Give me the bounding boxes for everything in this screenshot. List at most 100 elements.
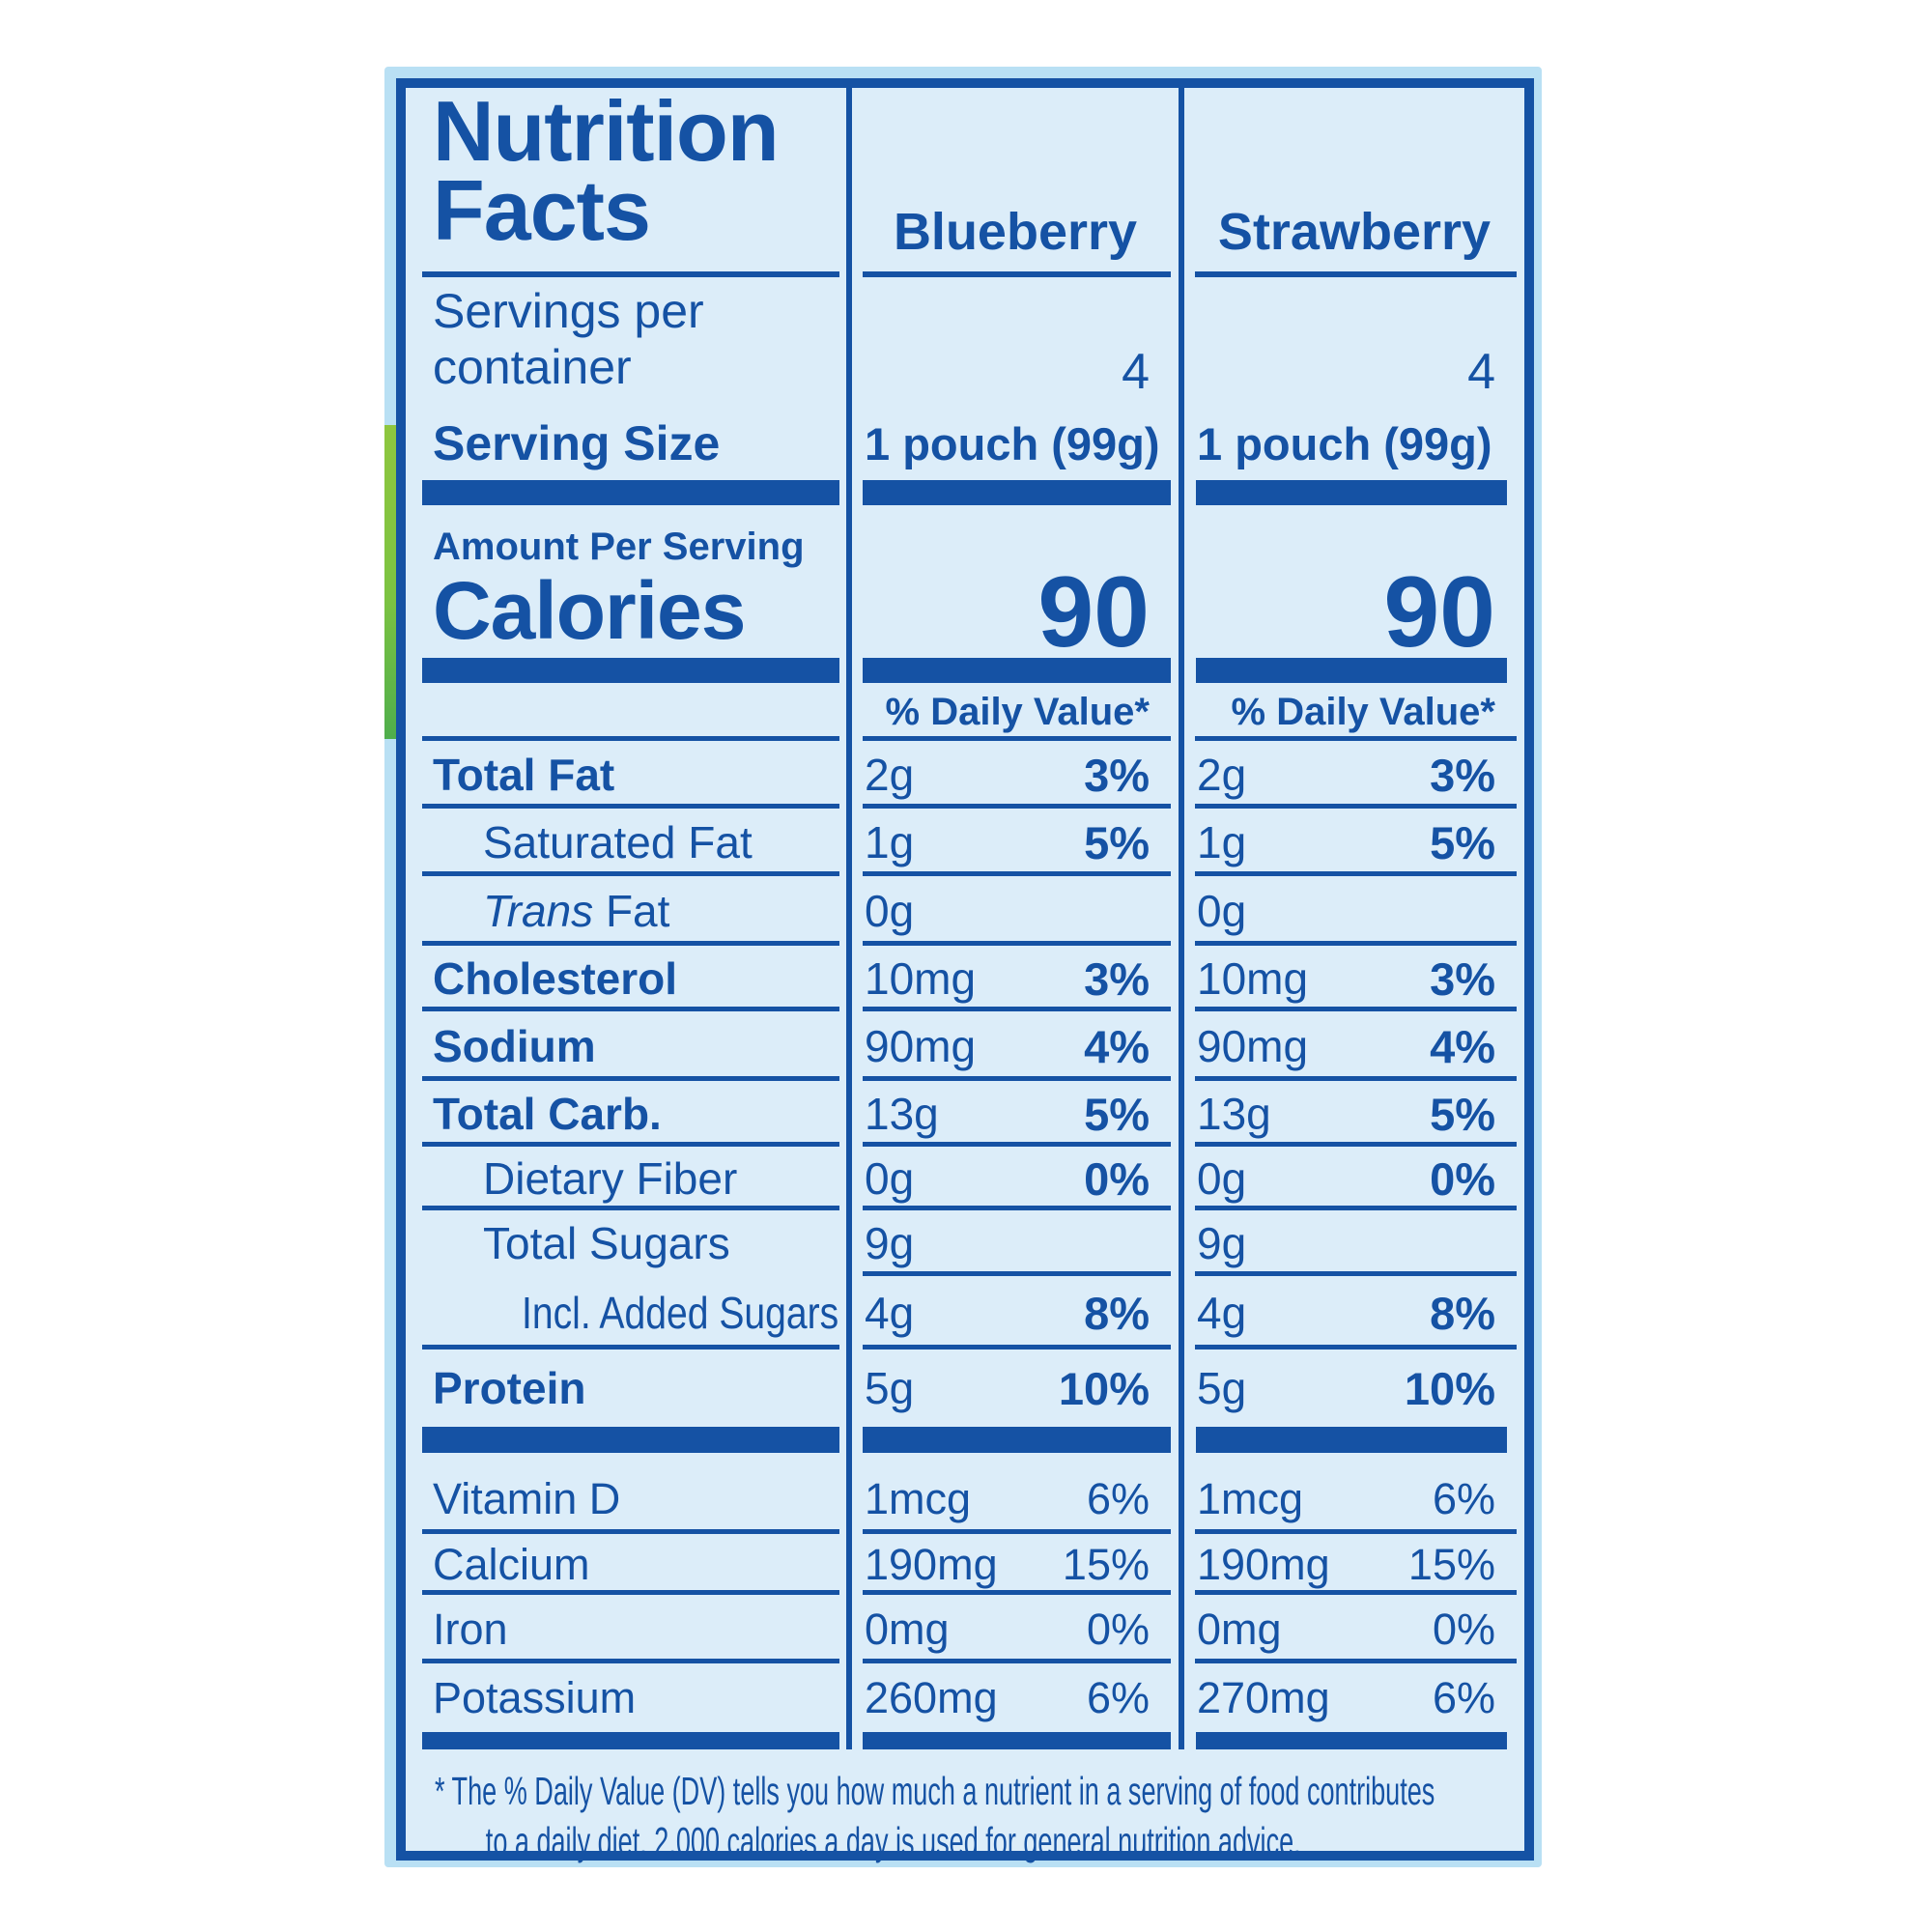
vitamin-values-blueberry: 260mg 6% xyxy=(865,1672,1150,1722)
vitamin-values-blueberry: 1mcg 6% xyxy=(852,1453,1179,1534)
nutrient-values-blueberry: 13g 5% xyxy=(852,1081,1179,1147)
bottom-bar xyxy=(1196,1732,1507,1749)
vitamin-values-blueberry: 190mg 15% xyxy=(852,1534,1179,1595)
vitamin-name: Iron xyxy=(433,1604,508,1654)
thick-bar-row xyxy=(406,658,1524,683)
panel-content: Nutrition Facts Blueberry Strawberry Ser… xyxy=(406,88,1524,1863)
flavor-label: Blueberry xyxy=(893,203,1138,261)
nutrient-name: Total Fat xyxy=(433,750,615,800)
nutrient-values-strawberry: 90mg 4% xyxy=(1184,1011,1524,1081)
nutrient-row-total-carb: Total Carb. 13g 5% 13g 5% xyxy=(406,1081,1524,1147)
nutrient-values-strawberry: 13g 5% xyxy=(1184,1081,1524,1147)
vitamin-values-strawberry: 0mg 0% xyxy=(1184,1595,1524,1663)
servings-value-blueberry: 4 xyxy=(1122,344,1150,400)
title-line-2: Facts xyxy=(433,161,651,258)
vitamin-row-iron: Iron 0mg 0% 0mg 0% xyxy=(406,1595,1524,1663)
vitamin-name: Calcium xyxy=(433,1539,590,1589)
vitamin-values-blueberry: 0mg 0% xyxy=(852,1595,1179,1663)
thick-bar xyxy=(422,480,839,505)
flavor-header-blueberry: Blueberry xyxy=(852,88,1179,277)
nutrient-values-strawberry: 10mg 3% xyxy=(1184,946,1524,1011)
servings-value-strawberry: 4 xyxy=(1467,344,1495,400)
thick-bar xyxy=(1196,658,1507,683)
nutrient-row-total-sugars: Total Sugars 9g 9g xyxy=(406,1210,1524,1276)
nutrient-name: Protein xyxy=(433,1363,586,1413)
nutrient-name: Total Sugars xyxy=(483,1218,730,1268)
nutrient-row-saturated-fat: Saturated Fat 1g 5% 1g 5% xyxy=(406,809,1524,876)
serving-size-row: Serving Size 1 pouch (99g) 1 pouch (99g) xyxy=(406,407,1524,480)
title-line-1: Nutrition xyxy=(433,83,780,179)
header-row: Nutrition Facts Blueberry Strawberry xyxy=(406,88,1524,277)
column-divider xyxy=(1179,88,1184,1749)
calories-row: Amount Per Serving Calories 90 90 xyxy=(406,505,1524,668)
nutrient-name: Incl. Added Sugars xyxy=(522,1288,839,1338)
bottom-bar-row xyxy=(406,1732,1524,1749)
thick-bar xyxy=(422,658,839,683)
thick-bar xyxy=(1196,480,1507,505)
nutrition-facts-title: Nutrition Facts xyxy=(406,88,846,277)
thick-bar xyxy=(863,658,1171,683)
nutrient-values-strawberry: 2g 3% xyxy=(1184,741,1524,809)
nutrient-row-dietary-fiber: Dietary Fiber 0g 0% 0g 0% xyxy=(406,1147,1524,1210)
serving-size-value-blueberry: 1 pouch (99g) xyxy=(865,417,1160,469)
nutrient-values-blueberry: 5g 10% xyxy=(865,1362,1150,1414)
footnote-line-1: * The % Daily Value (DV) tells you how m… xyxy=(435,1769,1435,1813)
nutrient-row-protein: Protein 5g 10% 5g 10% xyxy=(406,1350,1524,1427)
servings-label-line1: Servings per xyxy=(433,284,704,338)
serving-size-label: Serving Size xyxy=(433,416,721,470)
nutrient-values-strawberry: 4g 8% xyxy=(1184,1276,1524,1350)
nutrient-name: Trans Fat xyxy=(483,886,670,936)
bottom-bar xyxy=(863,1732,1171,1749)
thick-bar xyxy=(1196,1427,1507,1453)
vitamin-row-calcium: Calcium 190mg 15% 190mg 15% xyxy=(406,1534,1524,1595)
calories-label-cell: Amount Per Serving Calories xyxy=(406,505,846,658)
nutrient-row-cholesterol: Cholesterol 10mg 3% 10mg 3% xyxy=(406,946,1524,1011)
vitamin-values-strawberry: 270mg 6% xyxy=(1197,1672,1495,1722)
nutrient-values-blueberry: 9g xyxy=(852,1210,1179,1276)
vitamin-row-vitamin-d: Vitamin D 1mcg 6% 1mcg 6% xyxy=(406,1453,1524,1534)
daily-value-header-strawberry: % Daily Value* xyxy=(1184,683,1524,741)
vitamin-values-strawberry: 190mg 15% xyxy=(1184,1534,1524,1595)
nutrient-values-blueberry: 4g 8% xyxy=(852,1276,1179,1350)
thick-bar xyxy=(863,1427,1171,1453)
thick-bar-row xyxy=(406,480,1524,505)
nutrient-row-added-sugars: Incl. Added Sugars 4g 8% 4g 8% xyxy=(406,1276,1524,1350)
nutrient-name: Sodium xyxy=(433,1021,596,1071)
thick-bar xyxy=(863,480,1171,505)
nutrient-name: Total Carb. xyxy=(433,1089,662,1139)
calories-label: Calories xyxy=(433,565,747,657)
servings-label: Servings per container xyxy=(406,277,846,407)
calories-value-blueberry: 90 xyxy=(1037,555,1150,668)
serving-size-value-strawberry: 1 pouch (99g) xyxy=(1197,417,1492,469)
nutrient-values-blueberry: 0g 0% xyxy=(852,1147,1179,1210)
daily-value-header-blueberry: % Daily Value* xyxy=(852,683,1179,741)
vitamin-values-strawberry: 1mcg 6% xyxy=(1184,1453,1524,1534)
flavor-label: Strawberry xyxy=(1217,203,1492,261)
package-art-strip xyxy=(384,425,398,739)
footnote-row: * The % Daily Value (DV) tells you how m… xyxy=(406,1749,1524,1863)
servings-label-line2: container xyxy=(433,340,632,394)
nutrient-row-trans-fat: Trans Fat 0g 0g xyxy=(406,876,1524,946)
vitamin-name: Potassium xyxy=(433,1672,637,1722)
calories-value-strawberry: 90 xyxy=(1383,555,1495,668)
nutrient-values-strawberry: 0g 0% xyxy=(1184,1147,1524,1210)
nutrient-values-blueberry: 10mg 3% xyxy=(852,946,1179,1011)
nutrient-values-blueberry: 0g xyxy=(852,876,1179,946)
nutrient-name: Dietary Fiber xyxy=(483,1153,738,1204)
nutrient-values-strawberry: 5g 10% xyxy=(1197,1362,1495,1414)
nutrient-row-sodium: Sodium 90mg 4% 90mg 4% xyxy=(406,1011,1524,1081)
vitamin-row-potassium: Potassium 260mg 6% 270mg 6% xyxy=(406,1663,1524,1732)
servings-row: Servings per container 4 4 xyxy=(406,277,1524,407)
daily-value-spacer xyxy=(406,683,846,741)
footnote-line-2: to a daily diet. 2,000 calories a day is… xyxy=(485,1818,1301,1863)
nutrient-name: Saturated Fat xyxy=(483,817,753,867)
nutrient-values-strawberry: 0g xyxy=(1184,876,1524,946)
nutrient-values-blueberry: 1g 5% xyxy=(852,809,1179,876)
nutrition-facts-panel: Nutrition Facts Blueberry Strawberry Ser… xyxy=(396,78,1534,1863)
nutrient-values-strawberry: 9g xyxy=(1184,1210,1524,1276)
nutrient-values-strawberry: 1g 5% xyxy=(1184,809,1524,876)
thick-bar-row xyxy=(406,1427,1524,1453)
daily-value-header-row: % Daily Value* % Daily Value* xyxy=(406,683,1524,741)
flavor-header-strawberry: Strawberry xyxy=(1184,88,1524,277)
